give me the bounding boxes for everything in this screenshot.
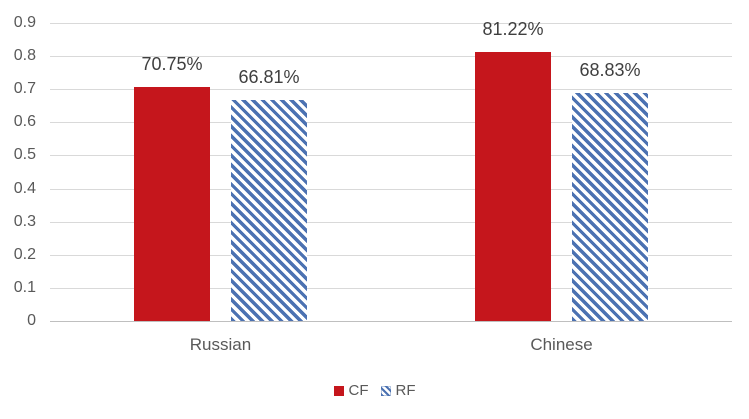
gridline: [50, 89, 732, 91]
data-label-rf-russian: 66.81%: [238, 66, 300, 87]
legend-item-rf: RF: [380, 382, 416, 399]
data-label-rf-chinese: 68.83%: [579, 60, 641, 81]
y-tick-label: 0.9: [13, 14, 36, 31]
cf-solid-swatch-icon: [333, 385, 344, 396]
data-label-cf-russian: 70.75%: [141, 53, 203, 74]
category-label-russian: Russian: [189, 335, 252, 354]
gridline: [50, 254, 732, 256]
y-tick-label: 0: [27, 312, 36, 329]
y-tick-label: 0.7: [13, 80, 36, 98]
bar-cf-russian: 70.75%: [134, 55, 210, 321]
bar-rf-chinese: 68.83%: [572, 61, 648, 321]
y-tick-label: 0.5: [13, 146, 36, 164]
gridline: [50, 56, 732, 58]
rf-hatch-swatch-icon: [380, 385, 391, 396]
bar-cf-chinese-rect: [475, 52, 551, 321]
y-tick-label: 0.1: [13, 278, 36, 296]
legend-item-cf: CF: [333, 382, 369, 399]
category-group-russian: 70.75% 66.81%: [50, 23, 391, 321]
bar-rf-russian-rect: [231, 99, 307, 321]
bar-rf-chinese-rect: [572, 93, 648, 321]
y-tick-label: 0.6: [13, 113, 36, 131]
gridline: [50, 221, 732, 223]
legend: CF RF: [0, 382, 749, 399]
plot-area: 70.75% 66.81% 81.22% 68.83%: [50, 20, 732, 322]
gridline: [50, 188, 732, 190]
category-label-chinese: Chinese: [530, 335, 593, 354]
gridline: [50, 287, 732, 289]
legend-label-rf: RF: [395, 382, 416, 399]
gridline: [50, 23, 732, 24]
legend-label-cf: CF: [348, 382, 369, 399]
category-group-chinese: 81.22% 68.83%: [391, 20, 732, 321]
bar-cf-russian-rect: [134, 86, 210, 321]
y-tick-label: 0.3: [13, 212, 36, 230]
x-axis-labels: Russian Chinese: [50, 335, 732, 355]
bar-rf-russian: 66.81%: [231, 68, 307, 321]
y-axis-ticks: 0 0.1 0.2 0.3 0.4 0.5 0.6 0.7 0.8 0.9: [0, 15, 36, 329]
x-axis-line: [50, 321, 732, 322]
gridline: [50, 122, 732, 124]
plot-groups: 70.75% 66.81% 81.22% 68.83%: [50, 20, 732, 321]
y-tick-label: 0.2: [13, 245, 36, 263]
bar-cf-chinese: 81.22%: [475, 20, 551, 321]
y-tick-label: 0.8: [13, 47, 36, 65]
y-tick-label: 0.4: [13, 179, 36, 197]
gridline: [50, 155, 732, 157]
data-label-cf-chinese: 81.22%: [482, 19, 544, 40]
